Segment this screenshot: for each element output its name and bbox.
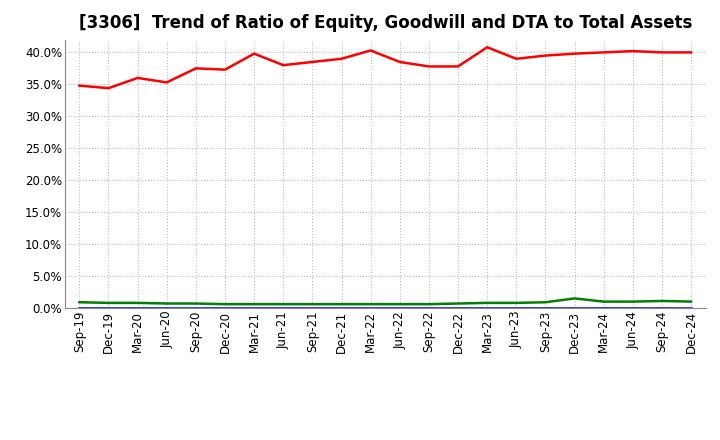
Goodwill [163,305,171,311]
Equity [570,51,579,56]
Deferred Tax Assets [454,301,462,306]
Goodwill [366,305,375,311]
Goodwill [512,305,521,311]
Equity [337,56,346,62]
Goodwill [570,305,579,311]
Goodwill [104,305,113,311]
Equity [657,50,666,55]
Goodwill [220,305,229,311]
Equity [220,67,229,72]
Deferred Tax Assets [657,298,666,304]
Deferred Tax Assets [163,301,171,306]
Line: Equity: Equity [79,47,691,88]
Equity [512,56,521,62]
Deferred Tax Assets [512,300,521,305]
Equity [599,50,608,55]
Equity [687,50,696,55]
Deferred Tax Assets [366,301,375,307]
Goodwill [454,305,462,311]
Equity [192,66,200,71]
Equity [366,48,375,53]
Equity [279,62,287,68]
Goodwill [308,305,317,311]
Goodwill [599,305,608,311]
Deferred Tax Assets [133,300,142,305]
Equity [163,80,171,85]
Deferred Tax Assets [104,300,113,305]
Goodwill [541,305,550,311]
Deferred Tax Assets [220,301,229,307]
Goodwill [687,305,696,311]
Equity [425,64,433,69]
Deferred Tax Assets [570,296,579,301]
Equity [75,83,84,88]
Deferred Tax Assets [192,301,200,306]
Title: [3306]  Trend of Ratio of Equity, Goodwill and DTA to Total Assets: [3306] Trend of Ratio of Equity, Goodwil… [78,15,692,33]
Line: Deferred Tax Assets: Deferred Tax Assets [79,298,691,304]
Equity [483,44,492,50]
Goodwill [629,305,637,311]
Equity [454,64,462,69]
Goodwill [657,305,666,311]
Equity [395,59,404,65]
Equity [250,51,258,56]
Goodwill [279,305,287,311]
Equity [541,53,550,58]
Deferred Tax Assets [541,300,550,305]
Equity [629,48,637,54]
Deferred Tax Assets [75,300,84,305]
Deferred Tax Assets [250,301,258,307]
Deferred Tax Assets [483,300,492,305]
Equity [133,75,142,81]
Deferred Tax Assets [337,301,346,307]
Equity [308,59,317,65]
Goodwill [395,305,404,311]
Deferred Tax Assets [395,301,404,307]
Goodwill [133,305,142,311]
Goodwill [250,305,258,311]
Goodwill [192,305,200,311]
Goodwill [337,305,346,311]
Goodwill [425,305,433,311]
Deferred Tax Assets [279,301,287,307]
Equity [104,85,113,91]
Deferred Tax Assets [308,301,317,307]
Goodwill [75,305,84,311]
Deferred Tax Assets [599,299,608,304]
Deferred Tax Assets [425,301,433,307]
Deferred Tax Assets [687,299,696,304]
Goodwill [483,305,492,311]
Deferred Tax Assets [629,299,637,304]
